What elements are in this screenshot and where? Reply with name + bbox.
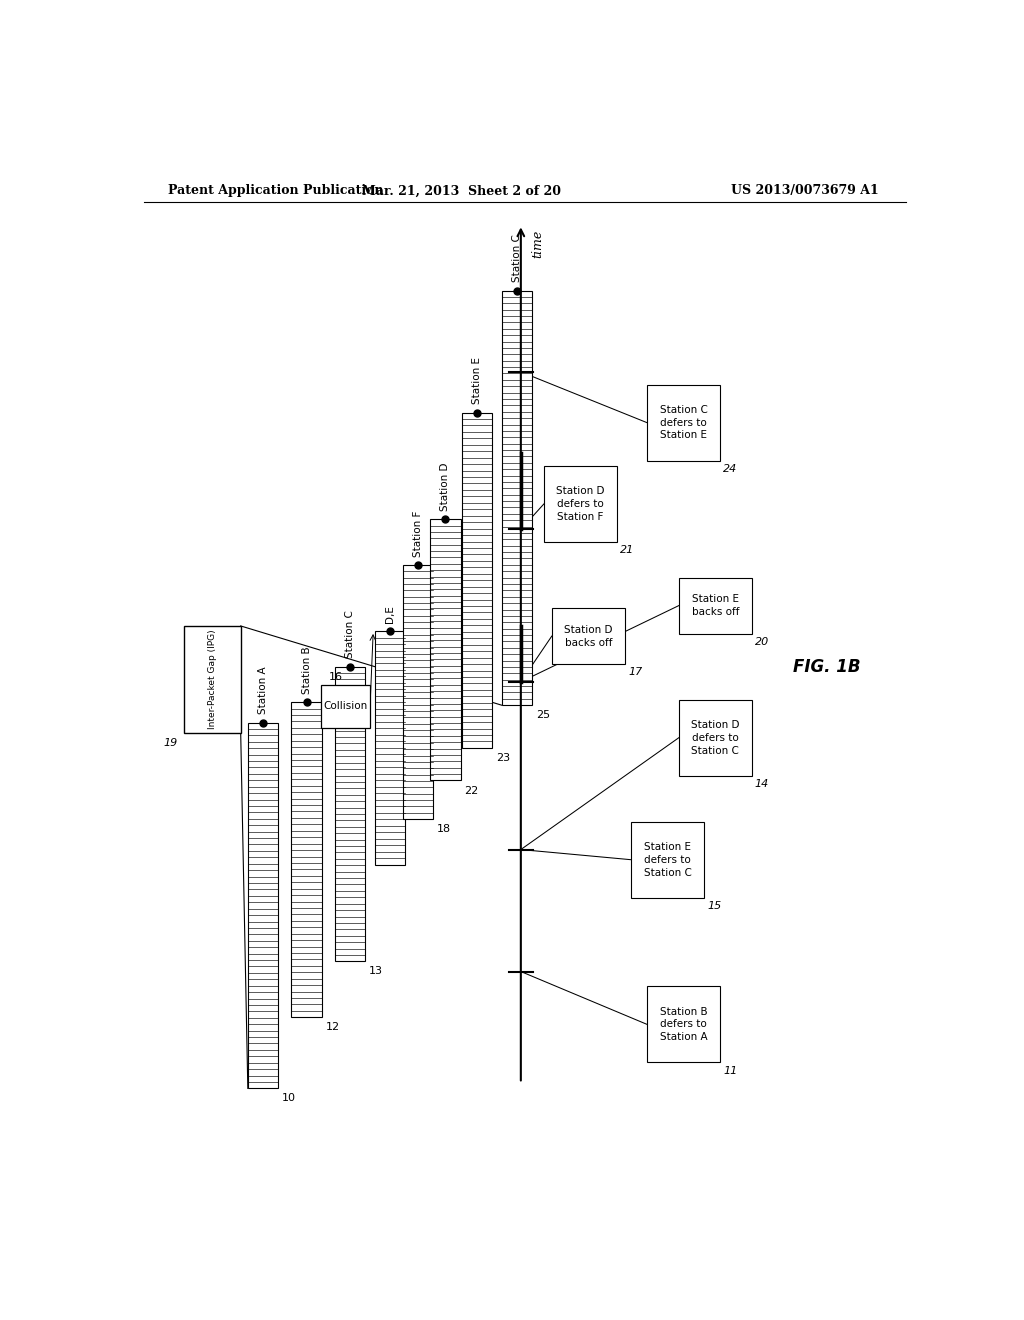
Text: 22: 22 <box>465 785 479 796</box>
Text: Station C: Station C <box>345 611 355 659</box>
Bar <box>335 667 366 961</box>
Text: Station D
backs off: Station D backs off <box>564 624 612 648</box>
Text: 10: 10 <box>282 1093 296 1104</box>
Text: US 2013/0073679 A1: US 2013/0073679 A1 <box>731 185 879 198</box>
Text: 19: 19 <box>164 738 178 747</box>
Bar <box>552 609 625 664</box>
Text: 15: 15 <box>708 900 722 911</box>
Text: 25: 25 <box>536 710 550 721</box>
Text: Mar. 21, 2013  Sheet 2 of 20: Mar. 21, 2013 Sheet 2 of 20 <box>361 185 561 198</box>
Text: Station D
defers to
Station C: Station D defers to Station C <box>691 719 739 755</box>
Bar <box>647 986 720 1063</box>
Text: Station D: Station D <box>440 462 451 511</box>
Bar <box>375 631 404 865</box>
Text: Station A: Station A <box>258 667 268 714</box>
Text: 21: 21 <box>620 545 634 556</box>
Text: 20: 20 <box>755 636 769 647</box>
Text: D,E: D,E <box>385 605 395 623</box>
Text: Station E
defers to
Station C: Station E defers to Station C <box>644 842 691 878</box>
Bar <box>248 722 278 1089</box>
Text: 13: 13 <box>370 966 383 977</box>
Bar <box>402 565 433 818</box>
Text: 11: 11 <box>723 1065 737 1076</box>
Bar <box>631 821 705 898</box>
Bar <box>183 626 241 733</box>
Text: Station B
defers to
Station A: Station B defers to Station A <box>659 1007 708 1043</box>
Text: Station F: Station F <box>413 511 423 557</box>
Bar <box>544 466 616 543</box>
Bar <box>679 700 752 776</box>
Text: 23: 23 <box>497 752 510 763</box>
Text: 16: 16 <box>329 672 343 682</box>
Text: Collision: Collision <box>324 701 368 711</box>
Bar <box>462 412 493 748</box>
Bar <box>292 702 322 1018</box>
Text: 14: 14 <box>755 779 769 789</box>
Bar <box>647 384 720 461</box>
Text: time: time <box>531 230 544 257</box>
Bar <box>502 290 531 705</box>
Text: Station C: Station C <box>512 235 522 282</box>
Text: Station C
defers to
Station E: Station C defers to Station E <box>659 405 708 441</box>
Bar <box>679 578 752 634</box>
Text: Station B: Station B <box>301 647 311 694</box>
Bar <box>321 685 370 727</box>
Text: Station D
defers to
Station F: Station D defers to Station F <box>556 486 604 521</box>
Text: 12: 12 <box>326 1022 340 1032</box>
Text: FIG. 1B: FIG. 1B <box>793 657 860 676</box>
Text: Station E: Station E <box>472 358 482 404</box>
Text: Inter-Packet Gap (IPG): Inter-Packet Gap (IPG) <box>208 630 217 729</box>
Text: 18: 18 <box>436 824 451 834</box>
Text: 24: 24 <box>723 463 737 474</box>
Text: Patent Application Publication: Patent Application Publication <box>168 185 383 198</box>
Text: Station E
backs off: Station E backs off <box>691 594 739 616</box>
Text: 17: 17 <box>628 667 642 677</box>
Bar <box>430 519 461 780</box>
